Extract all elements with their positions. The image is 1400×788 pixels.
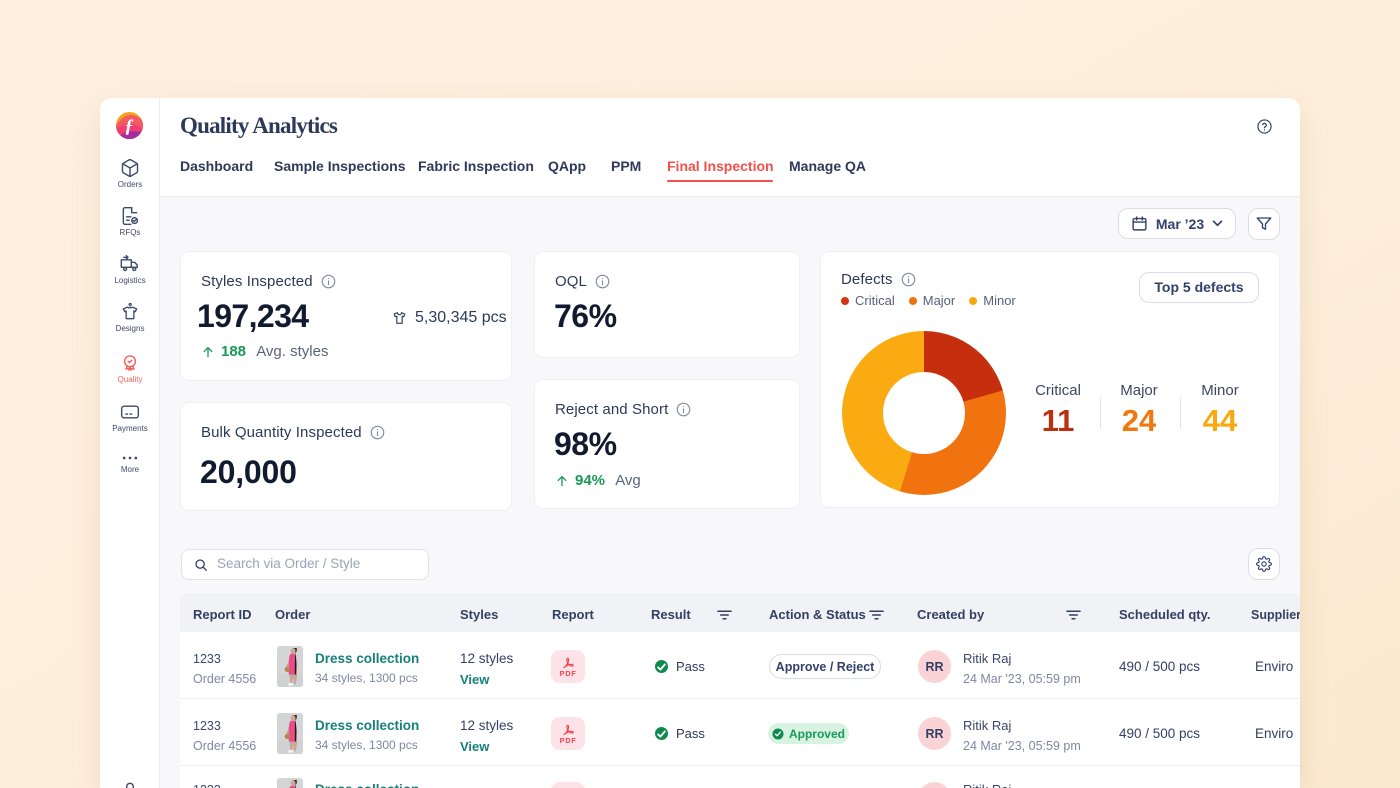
svg-text:ƒ: ƒ	[124, 116, 134, 137]
